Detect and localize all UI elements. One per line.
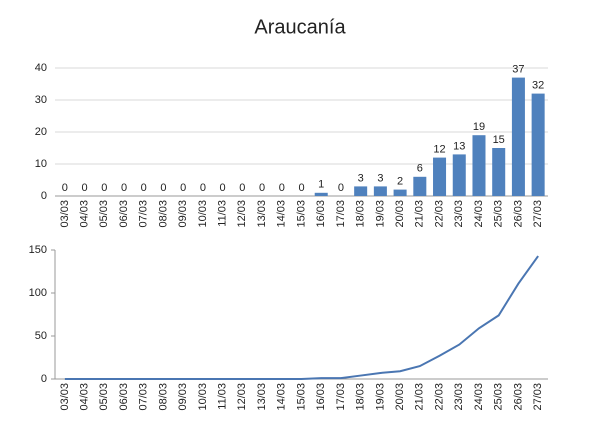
- x-tick-label: 15/03: [295, 200, 307, 228]
- x-tick-label: 11/03: [217, 200, 229, 227]
- x-tick-label: 17/03: [335, 383, 347, 411]
- data-label: 12: [433, 144, 445, 156]
- data-label: 0: [121, 182, 127, 194]
- x-tick-label: 11/03: [217, 383, 229, 410]
- x-tick-label: 20/03: [394, 200, 406, 228]
- data-label: 0: [338, 182, 344, 194]
- y-tick-label: 50: [35, 330, 47, 342]
- data-label: 0: [141, 182, 147, 194]
- bar: [433, 157, 447, 196]
- x-tick-label: 03/03: [59, 383, 71, 411]
- x-tick-label: 14/03: [276, 200, 288, 228]
- x-tick-label: 22/03: [433, 383, 445, 411]
- bar: [393, 189, 407, 196]
- data-label: 0: [259, 182, 265, 194]
- x-tick-label: 20/03: [394, 383, 406, 411]
- data-label: 0: [82, 182, 88, 194]
- x-tick-label: 08/03: [157, 200, 169, 228]
- x-tick-label: 25/03: [493, 200, 505, 228]
- data-label: 19: [473, 121, 485, 133]
- data-label: 0: [101, 182, 107, 194]
- x-tick-label: 09/03: [177, 200, 189, 228]
- x-tick-label: 04/03: [78, 200, 90, 228]
- x-tick-label: 15/03: [295, 383, 307, 411]
- y-tick-label: 150: [29, 244, 47, 256]
- x-tick-label: 21/03: [414, 200, 426, 228]
- data-label: 0: [279, 182, 285, 194]
- bar: [511, 77, 525, 196]
- x-tick-label: 10/03: [197, 383, 209, 411]
- bar: [452, 154, 466, 196]
- data-label: 2: [397, 176, 403, 188]
- data-label: 0: [62, 182, 68, 194]
- x-tick-label: 03/03: [59, 200, 71, 228]
- x-tick-label: 16/03: [315, 200, 327, 228]
- data-label: 0: [298, 182, 304, 194]
- data-label: 0: [160, 182, 166, 194]
- x-tick-label: 07/03: [138, 383, 150, 411]
- x-tick-label: 18/03: [355, 383, 367, 411]
- data-label: 32: [532, 80, 544, 92]
- x-tick-label: 26/03: [512, 383, 524, 411]
- x-tick-label: 18/03: [355, 200, 367, 228]
- bar: [373, 186, 387, 196]
- x-tick-label: 27/03: [532, 200, 544, 228]
- data-label: 0: [200, 182, 206, 194]
- bar: [413, 176, 427, 196]
- data-label: 0: [220, 182, 226, 194]
- x-tick-label: 13/03: [256, 200, 268, 228]
- y-tick-label: 0: [41, 190, 47, 202]
- y-tick-label: 10: [35, 158, 47, 170]
- data-label: 37: [512, 64, 524, 76]
- bar: [354, 186, 368, 196]
- data-label: 3: [358, 172, 364, 184]
- line: [64, 255, 539, 380]
- x-tick-label: 12/03: [236, 200, 248, 228]
- x-tick-label: 05/03: [98, 383, 110, 411]
- chart-title: Araucanía: [254, 16, 346, 38]
- data-label: 15: [493, 134, 505, 146]
- data-label: 3: [377, 172, 383, 184]
- bar: [531, 93, 545, 196]
- data-label: 0: [180, 182, 186, 194]
- data-label: 0: [239, 182, 245, 194]
- x-tick-label: 07/03: [138, 200, 150, 228]
- x-tick-label: 19/03: [374, 383, 386, 411]
- x-tick-label: 06/03: [118, 383, 130, 411]
- x-tick-label: 25/03: [493, 383, 505, 411]
- x-tick-label: 08/03: [157, 383, 169, 411]
- x-tick-label: 26/03: [512, 200, 524, 228]
- x-tick-label: 04/03: [78, 383, 90, 411]
- x-tick-label: 16/03: [315, 383, 327, 411]
- x-tick-label: 21/03: [414, 383, 426, 411]
- x-tick-label: 24/03: [473, 383, 485, 411]
- x-tick-label: 27/03: [532, 383, 544, 411]
- data-label: 6: [417, 163, 423, 175]
- x-tick-label: 17/03: [335, 200, 347, 228]
- x-tick-label: 19/03: [374, 200, 386, 228]
- x-tick-label: 23/03: [453, 383, 465, 411]
- x-tick-label: 10/03: [197, 200, 209, 228]
- y-tick-label: 30: [35, 94, 47, 106]
- x-tick-label: 13/03: [256, 383, 268, 411]
- data-label: 13: [453, 140, 465, 152]
- x-tick-label: 09/03: [177, 383, 189, 411]
- x-tick-label: 14/03: [276, 383, 288, 411]
- y-tick-label: 0: [41, 373, 47, 385]
- x-tick-label: 06/03: [118, 200, 130, 228]
- bar: [492, 148, 506, 196]
- y-tick-label: 40: [35, 62, 47, 74]
- bar: [314, 192, 328, 196]
- x-tick-label: 24/03: [473, 200, 485, 228]
- x-tick-label: 05/03: [98, 200, 110, 228]
- x-tick-label: 23/03: [453, 200, 465, 228]
- y-tick-label: 20: [35, 126, 47, 138]
- y-tick-label: 100: [29, 287, 47, 299]
- bar: [472, 135, 486, 196]
- x-tick-label: 12/03: [236, 383, 248, 411]
- data-label: 1: [318, 179, 324, 191]
- x-tick-label: 22/03: [433, 200, 445, 228]
